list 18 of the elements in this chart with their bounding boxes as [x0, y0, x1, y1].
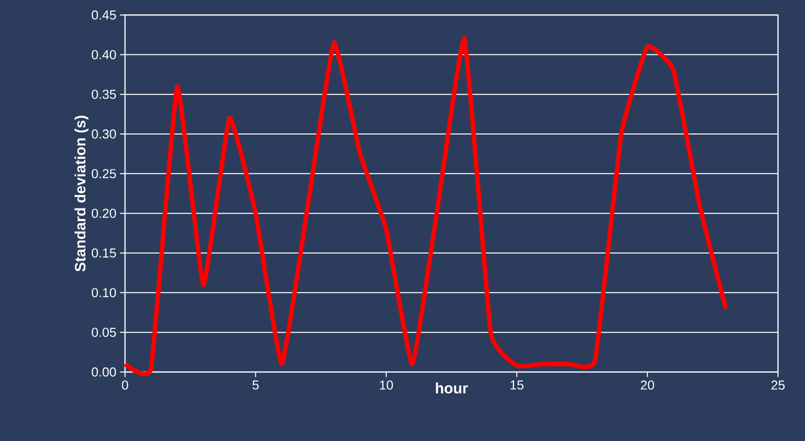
x-tick-label: 5 [252, 380, 259, 390]
x-tick-label: 25 [771, 380, 785, 390]
y-tick-label: 0.15 [92, 248, 116, 258]
y-tick-label: 0.10 [92, 288, 116, 298]
y-axis-title: Standard deviation (s) [74, 116, 88, 272]
y-tick-label: 0.35 [92, 90, 116, 99]
y-tick-label: 0.20 [92, 208, 116, 218]
y-tick-label: 0.25 [92, 169, 116, 178]
x-tick-label: 20 [640, 380, 654, 390]
y-tick-label: 0.30 [92, 129, 116, 139]
y-tick-label: 0.05 [92, 328, 116, 337]
y-tick-label: 0.00 [92, 367, 116, 377]
x-tick-label: 15 [510, 380, 524, 390]
y-tick-label: 0.45 [92, 10, 116, 20]
x-axis-title: hour [436, 382, 468, 394]
y-tick-label: 0.40 [92, 50, 116, 60]
x-tick-label: 0 [122, 380, 128, 390]
x-tick-label: 10 [380, 380, 393, 390]
